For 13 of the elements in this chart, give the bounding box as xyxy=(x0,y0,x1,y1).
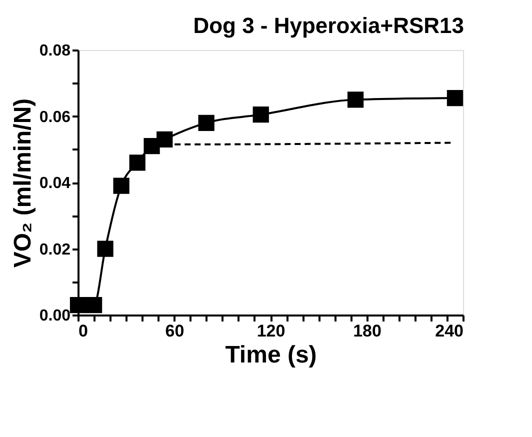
x-tick-label: 0 xyxy=(78,322,88,340)
x-tick-label: 240 xyxy=(435,322,464,340)
x-tick-label: 60 xyxy=(165,322,184,340)
y-tick-label: 0.08 xyxy=(39,42,71,60)
x-tick-label: 120 xyxy=(256,322,286,340)
y-tick-label: 0.06 xyxy=(39,108,71,126)
x-tick-label: 180 xyxy=(353,322,382,340)
y-tick-label: 0.02 xyxy=(39,241,71,258)
y-tick-label: 0.04 xyxy=(39,175,71,192)
y-tick-label: 0.00 xyxy=(39,308,71,324)
y-axis-title: VO₂ (ml/min/N) xyxy=(9,98,36,268)
x-axis-title: Time (s) xyxy=(225,342,317,368)
chart-title: Dog 3 - Hyperoxia+RSR13 xyxy=(193,13,464,38)
